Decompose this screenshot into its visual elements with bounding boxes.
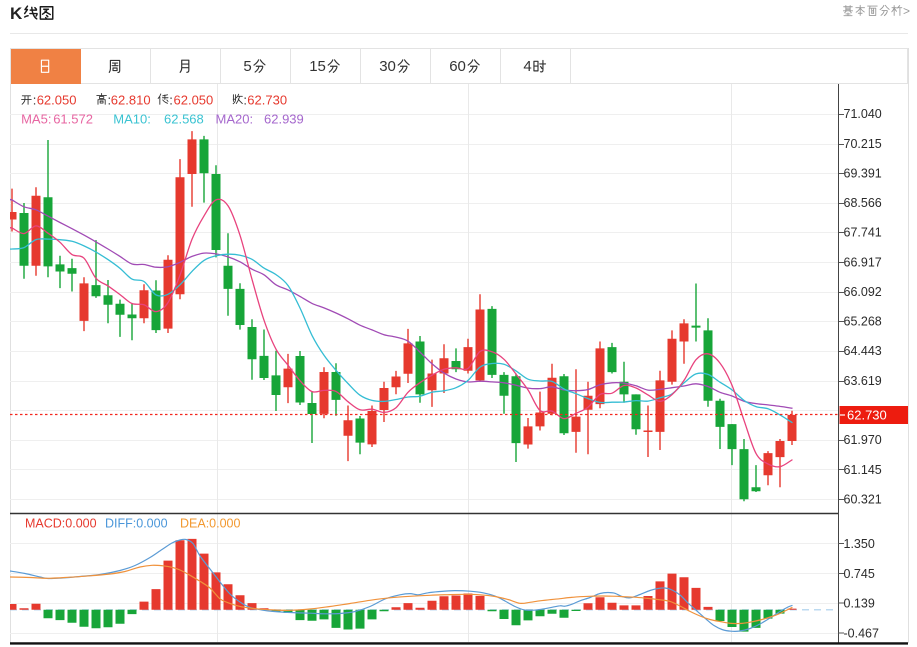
svg-text:60: 60: [449, 58, 466, 75]
svg-text:66.917: 66.917: [844, 255, 882, 269]
svg-text:67.741: 67.741: [844, 226, 882, 240]
svg-text:61.970: 61.970: [844, 433, 882, 447]
svg-text:4: 4: [523, 58, 531, 75]
svg-text:1.350: 1.350: [844, 537, 875, 551]
svg-text:30: 30: [379, 58, 396, 75]
svg-text:68.566: 68.566: [844, 196, 882, 210]
svg-text:65.268: 65.268: [844, 315, 882, 329]
svg-text:-0.467: -0.467: [844, 626, 879, 640]
svg-text:60.321: 60.321: [844, 492, 882, 506]
svg-text:64.443: 64.443: [844, 344, 882, 358]
svg-text:5: 5: [243, 58, 251, 75]
svg-text:>: >: [903, 4, 910, 18]
svg-text:61.145: 61.145: [844, 463, 882, 477]
svg-text:70.215: 70.215: [844, 137, 882, 151]
svg-text:66.092: 66.092: [844, 285, 882, 299]
svg-text:0.139: 0.139: [844, 596, 875, 610]
svg-text:69.391: 69.391: [844, 167, 882, 181]
svg-text:71.040: 71.040: [844, 107, 882, 121]
svg-text:0.745: 0.745: [844, 567, 875, 581]
svg-text:15: 15: [309, 58, 326, 75]
svg-text:62.730: 62.730: [847, 408, 887, 423]
svg-text:63.619: 63.619: [844, 374, 882, 388]
